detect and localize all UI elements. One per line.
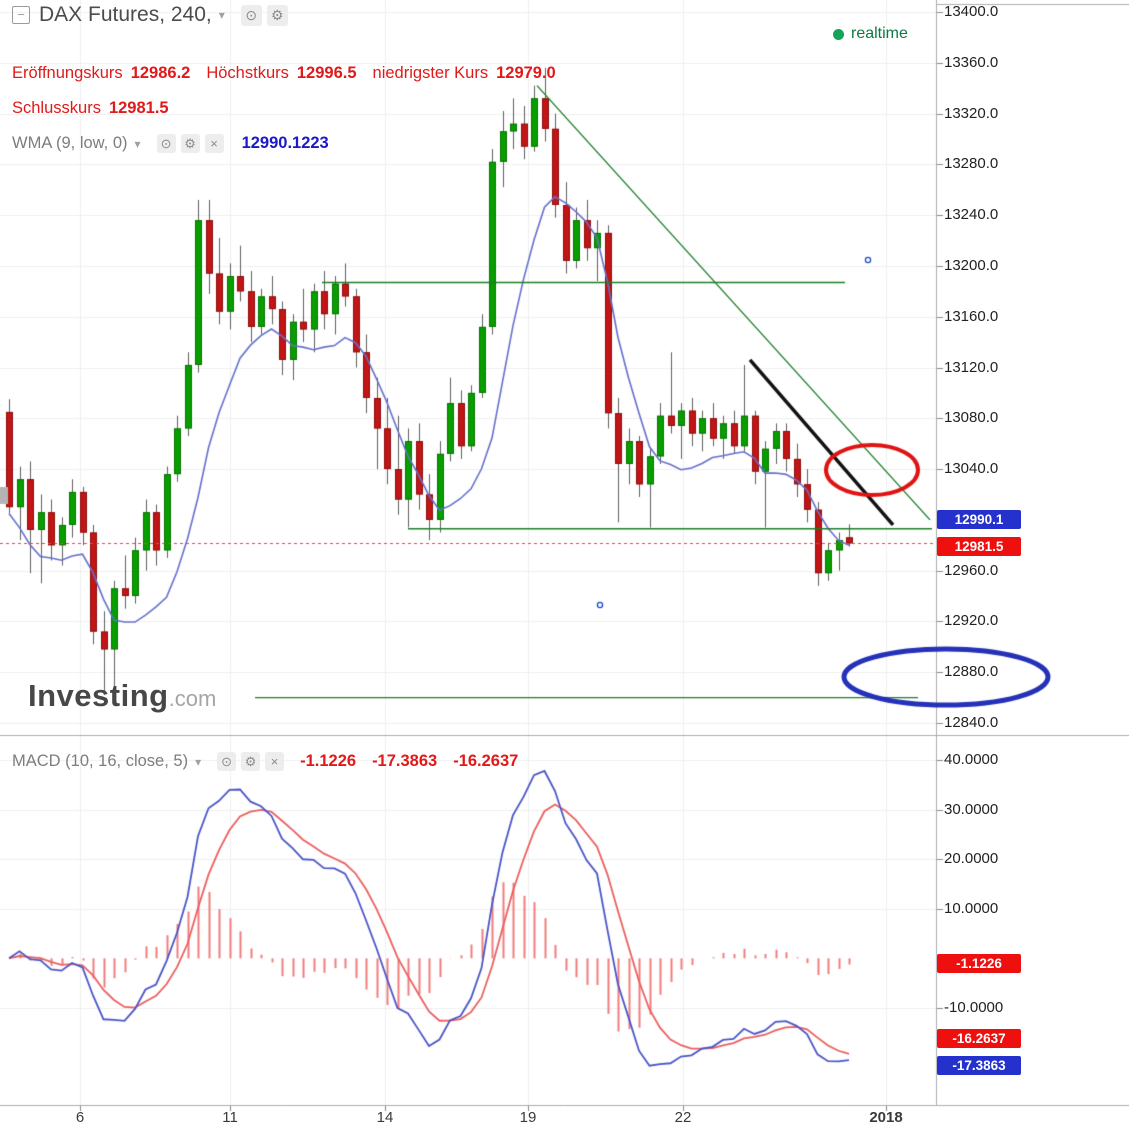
chevron-down-icon[interactable]: ▾ xyxy=(134,136,141,151)
macd-hist-value: -1.1226 xyxy=(300,752,357,770)
realtime-label: realtime xyxy=(851,25,908,42)
macd-delete-icon[interactable]: × xyxy=(265,752,285,771)
price-tick-label: 13360.0 xyxy=(944,53,999,71)
price-tick-label: 12840.0 xyxy=(944,714,999,731)
axis-value-badge: -16.2637 xyxy=(937,1029,1021,1049)
price-tick-label: 13240.0 xyxy=(944,206,999,224)
time-tick-label: 11 xyxy=(222,1109,238,1126)
price-tick-label: 13120.0 xyxy=(944,358,999,376)
investing-logo: Investing .com xyxy=(28,678,216,714)
macd-label[interactable]: MACD (10, 16, close, 5) xyxy=(12,752,189,770)
realtime-dot-icon xyxy=(833,28,844,40)
chevron-down-icon[interactable]: ▾ xyxy=(195,754,202,769)
open-value: 12986.2 xyxy=(130,64,191,82)
wma-settings-icon[interactable]: ⚙ xyxy=(180,134,200,153)
minus-glyph: − xyxy=(17,7,25,22)
macd-tick-label: 10.0000 xyxy=(944,899,999,917)
time-tick-label: 2018 xyxy=(869,1109,903,1126)
low-label: niedrigster Kurs xyxy=(372,64,489,82)
wma-delete-icon[interactable]: × xyxy=(204,134,224,153)
macd-tick-label: 30.0000 xyxy=(944,800,999,818)
wma-label[interactable]: WMA (9, low, 0) xyxy=(12,134,128,152)
price-tick-label: 13400.0 xyxy=(944,3,999,20)
price-tick-label: 13040.0 xyxy=(944,460,999,478)
price-tick-label: 12920.0 xyxy=(944,612,999,630)
macd-signal-value: -16.2637 xyxy=(453,752,519,770)
macd-indicator-legend: MACD (10, 16, close, 5) ▾ ⊙ ⚙ × -1.1226 … xyxy=(12,752,518,771)
time-tick-label: 14 xyxy=(376,1109,394,1126)
instrument-title[interactable]: DAX Futures, 240, xyxy=(39,3,212,26)
close-label: Schlusskurs xyxy=(12,99,101,117)
price-tick-label: 13080.0 xyxy=(944,409,999,427)
logo-name: Investing xyxy=(28,678,169,713)
macd-tick-label: 40.0000 xyxy=(944,751,999,768)
series-settings-icon[interactable]: ⚙ xyxy=(266,4,288,26)
axis-value-badge: 12981.5 xyxy=(937,536,1021,556)
macd-tick-label: -10.0000 xyxy=(944,998,1004,1016)
macd-tick-label: 20.0000 xyxy=(944,850,999,868)
low-value: 12979.0 xyxy=(496,64,556,82)
price-tick-label: 13160.0 xyxy=(944,307,999,325)
ohlc-readout: Eröffnungskurs 12986.2 Höchstkurs 12996.… xyxy=(12,64,572,83)
title-row: − DAX Futures, 240, ▾ ⊙ ⚙ xyxy=(12,3,288,27)
high-value: 12996.5 xyxy=(296,64,357,82)
close-readout: Schlusskurs 12981.5 xyxy=(12,99,185,118)
time-tick-label: 6 xyxy=(75,1109,85,1126)
close-value: 12981.5 xyxy=(108,99,169,117)
wma-visibility-icon[interactable]: ⊙ xyxy=(156,134,176,153)
price-tick-label: 13200.0 xyxy=(944,256,999,274)
wma-indicator-legend: WMA (9, low, 0) ▾ ⊙ ⚙ × 12990.1223 xyxy=(12,134,329,153)
open-label: Eröffnungskurs xyxy=(12,64,123,82)
axis-value-badge: -1.1226 xyxy=(937,954,1021,974)
price-tick-label: 13280.0 xyxy=(944,155,999,173)
series-visibility-icon[interactable]: ⊙ xyxy=(240,4,262,26)
wma-value: 12990.1223 xyxy=(241,134,329,152)
price-tick-label: 12960.0 xyxy=(944,561,999,579)
time-tick-label: 19 xyxy=(519,1109,537,1126)
realtime-indicator: realtime xyxy=(833,25,908,43)
logo-tld: .com xyxy=(168,686,217,711)
macd-visibility-icon[interactable]: ⊙ xyxy=(217,752,237,771)
time-tick-label: 22 xyxy=(674,1109,692,1126)
axis-value-badge: 12990.1 xyxy=(937,509,1021,529)
price-tick-label: 13320.0 xyxy=(944,104,999,122)
macd-settings-icon[interactable]: ⚙ xyxy=(241,752,261,771)
price-tick-label: 12880.0 xyxy=(944,663,999,681)
chevron-down-icon[interactable]: ▾ xyxy=(218,8,225,22)
collapse-panel-icon[interactable]: − xyxy=(12,6,30,24)
high-label: Höchstkurs xyxy=(206,64,289,82)
axis-value-badge: -17.3863 xyxy=(937,1056,1021,1076)
macd-line-value: -17.3863 xyxy=(372,752,438,770)
